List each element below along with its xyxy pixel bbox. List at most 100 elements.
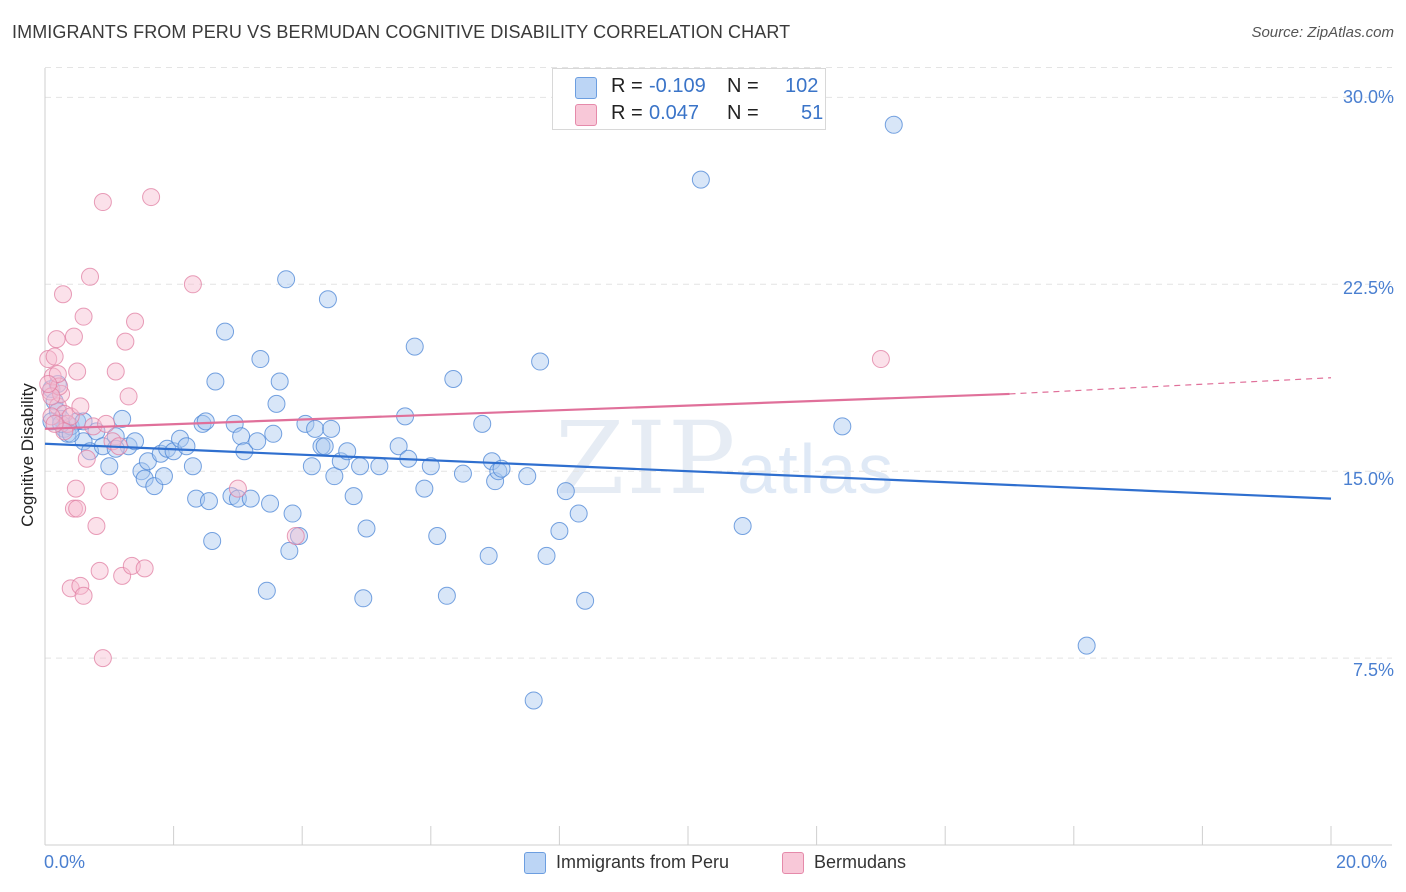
bermudan-trend-extension [1009,377,1332,395]
peru-point [354,589,373,608]
bermudan-point [116,332,135,351]
peru-point [370,457,389,476]
y-tick-label: 30.0% [1342,87,1394,107]
bermudan-point [97,414,116,433]
bermudan-point [68,362,87,381]
peru-point [415,479,434,498]
peru-point [569,504,588,523]
peru-point [199,492,218,511]
bermudan-point [74,586,93,605]
peru-point [325,467,344,486]
bermudan-point [66,479,85,498]
stats-legend: R = -0.109 N = 102 R = 0.047 N = 51 [552,68,826,130]
peru-point [154,467,173,486]
bermudan-point [74,307,93,326]
bermudan-point [39,374,58,393]
peru-point [248,432,267,451]
peru-point [318,290,337,309]
peru-point [556,482,575,501]
bermudan-point [90,561,109,580]
source-label: Source: ZipAtlas.com [1251,24,1394,41]
r-value: -0.109 [649,75,706,97]
y-tick-label: 22.5% [1342,278,1394,298]
peru-point [135,469,154,488]
peru-point [302,457,321,476]
pink-swatch [782,852,804,874]
bermudan-point [45,347,64,366]
blue-swatch [524,852,546,874]
bermudan-point [113,566,132,585]
peru-point [389,437,408,456]
bermudan-point [81,267,100,286]
peru-point [453,464,472,483]
n-value: 51 [801,102,824,124]
peru-point [113,409,132,428]
peru-point [479,546,498,565]
r-label: R = [611,102,643,124]
peru-point [277,270,296,289]
bermudan-point [77,449,96,468]
peru-point [444,369,463,388]
pink-swatch [575,104,597,126]
peru-point [183,457,202,476]
bermudan-point [48,365,67,383]
peru-point [428,526,447,545]
bermudan-point [68,499,87,518]
peru-point [531,352,550,371]
peru-point [357,519,376,538]
peru-point [691,170,710,189]
y-tick-label: 7.5% [1352,660,1394,680]
peru-point [405,337,424,356]
peru-point [100,457,119,476]
peru-point [177,437,196,456]
bermudan-point [135,559,154,578]
bermudan-point [54,285,73,304]
watermark-zip: ZIP [555,400,738,517]
peru-point [228,489,247,508]
peru-point [126,432,145,451]
peru-point [1077,636,1096,655]
y-axis-label: Cognitive Disability [18,383,37,527]
peru-point [344,487,363,506]
x-tick-label: 20.0% [1336,852,1388,872]
peru-point [306,419,325,438]
peru-point [106,427,125,446]
peru-point [283,504,302,523]
peru-point [733,517,752,536]
legend-label: Immigrants from Peru [556,852,730,872]
peru-point [267,394,286,413]
blue-swatch [575,77,597,99]
peru-trend-line [44,442,1332,500]
r-value: 0.047 [649,102,700,124]
peru-point [473,414,492,433]
peru-point [216,322,235,341]
peru-point [45,392,64,411]
peru-point [145,477,164,496]
bermudan-point [126,312,145,331]
peru-point [351,457,370,476]
bermudan-point [93,649,112,668]
peru-point [537,546,556,565]
peru-point [270,372,289,391]
peru-point [322,419,341,438]
bermudan-point [871,350,890,369]
peru-point [576,591,595,610]
r-label: R = [611,75,643,97]
legend-label: Bermudans [814,852,907,872]
bermudan-point [47,330,66,349]
bermudan-point [100,482,119,501]
bermudan-point [71,397,90,416]
peru-point [524,691,543,710]
n-value: 102 [785,75,819,97]
peru-point [251,350,270,369]
bermudan-point [183,275,202,294]
bermudan-point [87,517,106,536]
bermudan-point [64,327,83,346]
watermark-atlas: atlas [737,430,896,508]
chart-title: IMMIGRANTS FROM PERU VS BERMUDAN COGNITI… [12,22,791,42]
peru-point [518,467,537,486]
peru-point [257,581,276,600]
peru-point [550,522,569,540]
peru-point [482,452,501,471]
